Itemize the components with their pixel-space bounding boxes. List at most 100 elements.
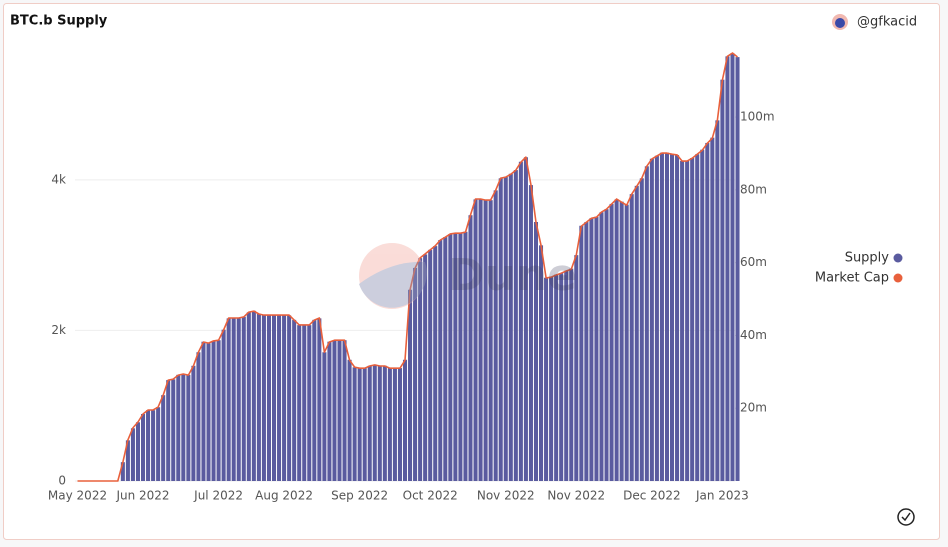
bar — [569, 268, 574, 481]
bar — [614, 199, 619, 481]
x-tick-label: Dec 2022 — [623, 489, 681, 503]
bar — [715, 120, 720, 481]
bar — [282, 315, 287, 481]
bar — [513, 170, 518, 481]
bar — [251, 310, 256, 481]
bar — [670, 154, 675, 481]
bar — [453, 233, 458, 481]
bar — [271, 315, 277, 481]
bar — [151, 410, 156, 481]
bar — [120, 462, 125, 481]
line — [77, 52, 738, 482]
bar — [644, 166, 649, 481]
bar — [664, 152, 670, 481]
status-check[interactable] — [897, 508, 915, 526]
author[interactable]: @gfkacid — [857, 15, 917, 30]
bar — [559, 273, 564, 481]
bar — [680, 161, 685, 481]
y-tick-label: 0 — [58, 474, 66, 488]
bar — [357, 368, 362, 481]
x-tick-label: Aug 2022 — [255, 489, 313, 503]
bar — [297, 325, 302, 481]
bar — [327, 341, 332, 481]
bar — [161, 395, 166, 481]
y-tick-label: 2k — [51, 323, 66, 337]
bar — [317, 318, 322, 481]
bar — [125, 440, 130, 481]
bar — [654, 155, 659, 481]
x-tick-label: Oct 2022 — [403, 489, 458, 503]
bar — [468, 215, 473, 482]
bar — [488, 200, 493, 481]
bar — [438, 240, 443, 481]
bar — [347, 359, 352, 481]
legend-label: Supply — [845, 251, 890, 266]
chart-title: BTC.b Supply — [10, 14, 108, 29]
bar — [206, 343, 211, 481]
bar — [690, 157, 695, 481]
bar — [307, 325, 312, 481]
bar — [186, 374, 191, 481]
bar — [549, 276, 554, 481]
bar — [322, 352, 327, 481]
bar — [473, 199, 478, 481]
bar — [463, 231, 468, 481]
bar — [231, 318, 236, 481]
bar — [478, 199, 483, 481]
bar — [397, 368, 402, 481]
x-tick-label: Jan 2023 — [695, 489, 749, 503]
bar — [533, 221, 539, 481]
bar — [241, 316, 246, 481]
bar — [609, 203, 614, 481]
y2-tick-label: 80m — [740, 182, 767, 196]
bar — [201, 341, 206, 481]
bar — [443, 237, 448, 481]
bar — [266, 315, 271, 481]
bar — [140, 413, 146, 481]
bar — [624, 204, 629, 481]
bar — [634, 185, 639, 482]
bar — [574, 255, 579, 481]
bar — [604, 209, 609, 481]
bar — [705, 142, 710, 481]
bar — [256, 313, 261, 481]
bar — [337, 340, 342, 481]
bar — [382, 365, 387, 481]
y-tick-label: 4k — [51, 172, 66, 186]
bar — [539, 245, 544, 481]
watermark: Dune — [448, 250, 577, 301]
bar — [362, 368, 367, 481]
bar — [146, 410, 151, 481]
bar — [493, 190, 498, 481]
bar — [246, 312, 251, 481]
plot: 0 2k 4k 20m 40m 60m 80m 100m May 2022 Jun 2022 Jul… — [48, 52, 903, 503]
bar — [166, 380, 171, 481]
bar — [367, 365, 372, 481]
bar — [130, 428, 135, 481]
bar — [418, 258, 423, 481]
bar — [428, 249, 433, 481]
bar — [236, 318, 241, 481]
bar — [659, 152, 664, 481]
bar — [498, 178, 503, 482]
bar — [287, 315, 292, 481]
legend-swatch — [893, 273, 903, 283]
x-tick-label: Sep 2022 — [331, 489, 388, 503]
bar — [594, 216, 599, 482]
bar — [226, 318, 231, 481]
bar — [579, 225, 584, 481]
bar — [377, 365, 382, 481]
watermark-logo — [359, 243, 427, 309]
legend-swatch — [893, 253, 903, 263]
legend-label: Market Cap — [815, 271, 889, 286]
author-avatar[interactable] — [832, 14, 848, 30]
bar — [171, 379, 176, 481]
bar — [629, 194, 634, 481]
avatar-face — [835, 18, 845, 28]
y2-tick-label: 100m — [740, 110, 775, 124]
bar — [216, 340, 221, 481]
bar — [176, 374, 181, 481]
bar — [196, 352, 201, 481]
x-tick-label: Jun 2022 — [115, 489, 169, 503]
